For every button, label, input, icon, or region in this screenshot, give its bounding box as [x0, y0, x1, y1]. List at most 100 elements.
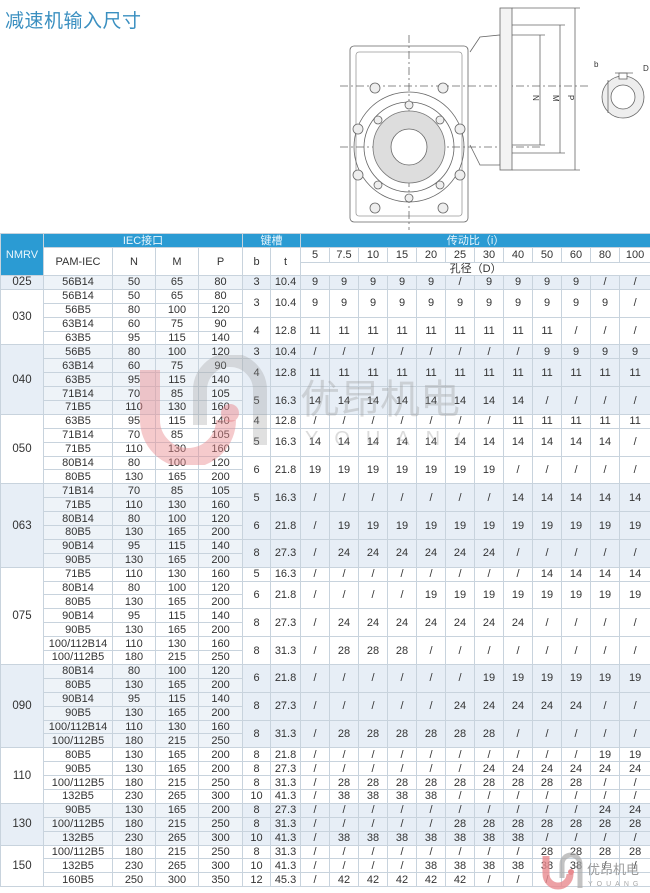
cell-bore-ratio-5: /	[300, 636, 331, 665]
cell-bore-ratio-40: 9	[503, 288, 534, 318]
table-row: 075 71B5 110 130 160 5 16.3// / / / / //14 14 14 14	[0, 566, 650, 665]
cell-key-b: 12	[242, 872, 272, 888]
cell-bore-ratio-10: /	[358, 816, 389, 832]
cell-bore-ratio-20: /	[416, 483, 447, 513]
cell-bore-ratio-10: 14	[358, 427, 389, 457]
cell-bore-ratio-25: 28	[445, 719, 476, 749]
table-row: 132B5 230 265 300 10 41.3// //38 38 38 38 38 38//	[1, 858, 650, 874]
cell-m: 115	[155, 413, 199, 429]
cell-bore-ratio-60: 9	[561, 344, 592, 360]
cell-bore-ratio-7.5: 28	[329, 719, 360, 749]
cell-key-b: 8	[242, 761, 272, 777]
cell-bore-ratio-30: 19	[474, 455, 505, 485]
cell-pam-iec: 71B14	[43, 386, 113, 402]
cell-pam-iec: 80B5	[43, 594, 113, 610]
cell-bore-ratio-100: /	[619, 427, 650, 457]
cell-bore-ratio-100: /	[619, 316, 650, 346]
cell-bore-ratio-100: /	[619, 288, 650, 318]
cell-m: 85	[155, 427, 199, 443]
cell-bore-ratio-80: /	[590, 608, 621, 638]
cell-bore-ratio-50: 19	[532, 580, 563, 610]
cell-bore-ratio-10: 42	[358, 872, 389, 888]
header-ratio-100: 100	[619, 247, 650, 263]
cell-p: 160	[197, 497, 244, 513]
cell-bore-ratio-20: 28	[416, 719, 447, 749]
nmrv-size: 090	[0, 663, 44, 749]
cell-bore-ratio-30: 28	[474, 816, 505, 832]
cell-pam-iec: 63B5	[43, 372, 113, 388]
header-ratio-40: 40	[503, 247, 534, 263]
cell-bore-ratio-80: 24	[590, 761, 621, 777]
cell-m: 115	[155, 372, 199, 388]
cell-n: 80	[112, 663, 156, 679]
cell-m: 100	[155, 663, 199, 679]
cell-bore-ratio-100: /	[619, 830, 650, 846]
cell-bore-ratio-30: 24	[474, 538, 505, 568]
cell-pam-iec: 80B5	[43, 525, 113, 540]
cell-bore-ratio-40: 14	[503, 483, 534, 513]
cell-bore-ratio-25: /	[445, 275, 476, 290]
table-row: 71B14 70 85 105 5 16.3 14 14 14 14 14 14 14 14// / /	[1, 386, 650, 415]
cell-bore-ratio-20: 24	[416, 538, 447, 568]
cell-pam-iec: 71B5	[43, 441, 113, 457]
header-keyway: 键槽	[242, 233, 302, 248]
cell-bore-ratio-30: 14	[474, 386, 505, 415]
cell-bore-ratio-60: 19	[561, 511, 592, 540]
table-row: 100/112B5 180 215 250 8 31.3/28 28 28 28 28 28 28 28…	[1, 775, 650, 790]
cell-key-t: 27.3	[270, 538, 302, 568]
cell-m: 130	[155, 566, 199, 582]
cell-bore-ratio-40: 9	[503, 275, 534, 290]
cell-bore-ratio-7.5: /	[329, 663, 360, 693]
cell-bore-ratio-7.5: 38	[329, 788, 360, 804]
cell-bore-ratio-7.5: /	[329, 761, 360, 777]
cell-bore-ratio-100: /	[619, 275, 650, 290]
cell-bore-ratio-5: /	[300, 802, 331, 818]
cell-p: 200	[197, 747, 244, 763]
cell-bore-ratio-60: 14	[561, 566, 592, 582]
cell-bore-ratio-5: /	[300, 830, 331, 846]
cell-bore-ratio-7.5: 28	[329, 775, 360, 790]
cell-key-t: 21.8	[270, 580, 302, 610]
cell-bore-ratio-100: 9	[619, 344, 650, 360]
cell-pam-iec: 100/112B5	[43, 733, 113, 749]
cell-bore-ratio-5: /	[300, 580, 331, 610]
cell-key-t: 27.3	[270, 608, 302, 638]
cell-bore-ratio-15: 28	[387, 636, 418, 665]
cell-bore-ratio-5: /	[300, 761, 331, 777]
cell-key-t: 31.3	[270, 719, 302, 749]
cell-bore-ratio-40: 28	[503, 816, 534, 832]
cell-p: 105	[197, 427, 244, 443]
cell-pam-iec: 56B14	[43, 275, 113, 290]
cell-pam-iec: 90B5	[43, 552, 113, 568]
cell-p: 120	[197, 302, 244, 318]
table-row: 132B5 230 265 300 10 41.3/38 38 38 38// / / / / /	[1, 788, 650, 804]
cell-n: 180	[112, 733, 156, 749]
cell-bore-ratio-100: /	[619, 455, 650, 485]
table-row: 063 71B14 70 85 105 5 16.3// / / / //14 14 14 14 14	[0, 483, 650, 568]
flange-drawing	[469, 7, 580, 171]
cell-m: 215	[155, 816, 199, 832]
cell-m: 215	[155, 775, 199, 790]
cell-bore-ratio-80: /	[590, 691, 621, 721]
cell-key-b: 8	[242, 719, 272, 749]
cell-n: 180	[112, 650, 156, 665]
cell-bore-ratio-100: 24	[619, 761, 650, 777]
cell-bore-ratio-100: 28	[619, 816, 650, 832]
header-ratio-50: 50	[532, 247, 563, 263]
cell-m: 165	[155, 552, 199, 568]
cell-bore-ratio-20: 19	[416, 511, 447, 540]
cell-bore-ratio-10: 38	[358, 830, 389, 846]
cell-m: 165	[155, 747, 199, 763]
cell-bore-ratio-25: /	[445, 413, 476, 429]
cell-bore-ratio-100: /	[619, 691, 650, 721]
cell-bore-ratio-5: 9	[300, 275, 331, 290]
cell-n: 70	[112, 386, 156, 402]
table-row: 030 56B14 50 65 80 3 10.4 9 9 9 9 9 9 9 9 9 9 9/	[0, 288, 650, 346]
cell-key-b: 3	[242, 344, 272, 360]
shaft-section-drawing	[601, 72, 645, 119]
cell-m: 265	[155, 830, 199, 846]
cell-n: 130	[112, 705, 156, 721]
nmrv-size: 050	[0, 413, 44, 485]
table-row: 90B14 95 115 140 8 27.3/24 24 24 24 24 24 24// / /	[1, 608, 650, 638]
cell-bore-ratio-80: 28	[590, 844, 621, 860]
